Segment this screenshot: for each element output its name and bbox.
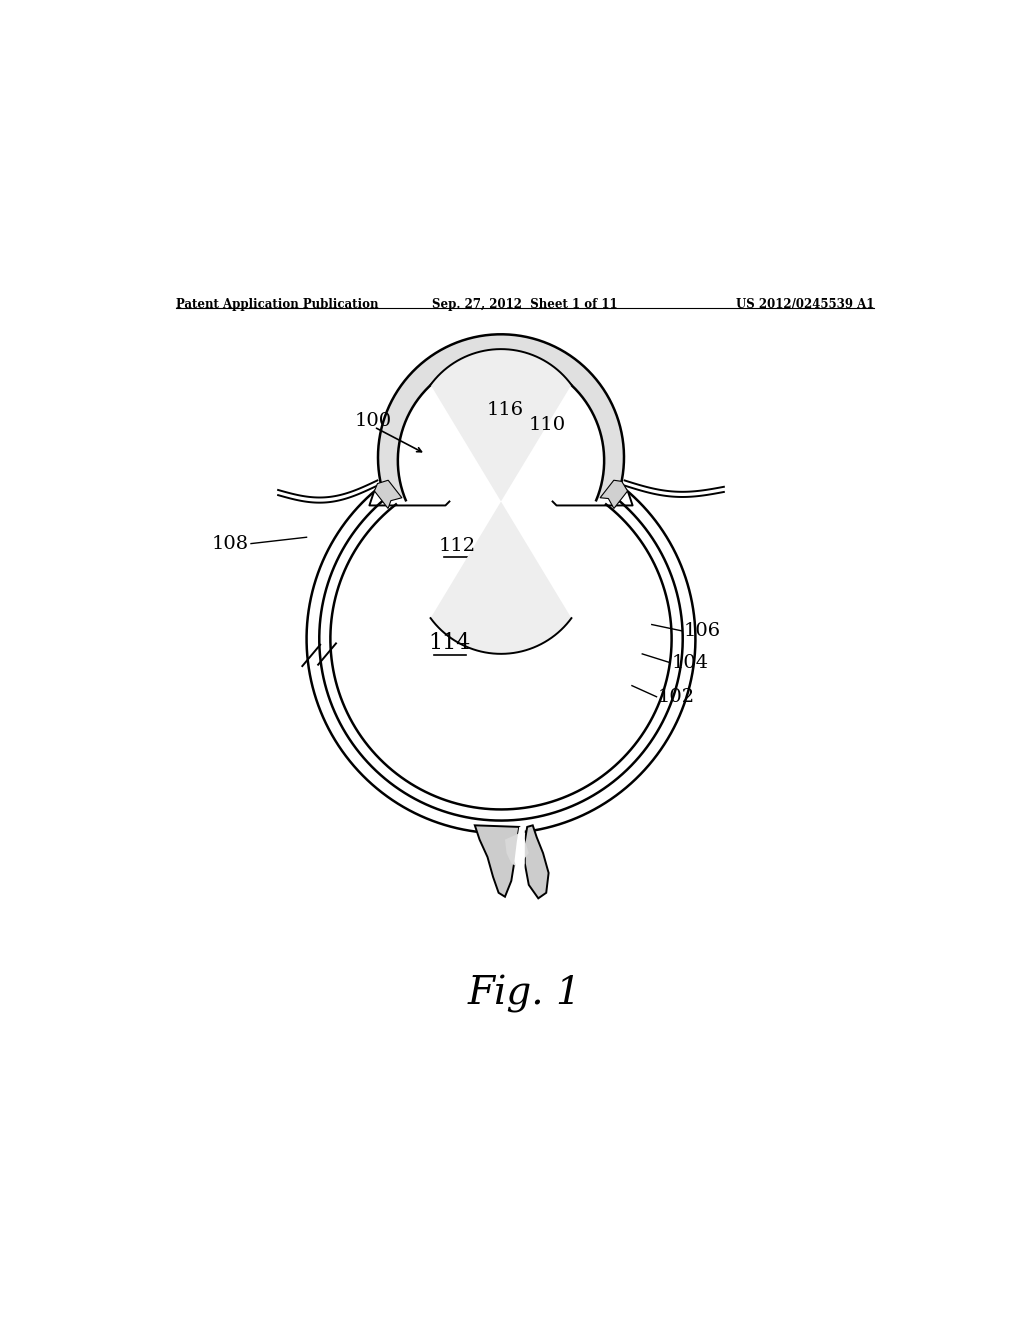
Text: 114: 114: [428, 632, 471, 653]
Polygon shape: [475, 825, 519, 896]
Text: Fig. 1: Fig. 1: [468, 974, 582, 1012]
Text: Sep. 27, 2012  Sheet 1 of 11: Sep. 27, 2012 Sheet 1 of 11: [432, 298, 617, 312]
Polygon shape: [375, 480, 401, 508]
Text: 102: 102: [658, 688, 695, 706]
Text: 110: 110: [528, 416, 566, 433]
Text: 104: 104: [672, 653, 709, 672]
Polygon shape: [505, 833, 528, 867]
Polygon shape: [378, 334, 624, 500]
Text: 106: 106: [684, 622, 721, 640]
Text: 108: 108: [212, 535, 249, 553]
Polygon shape: [514, 826, 524, 880]
Polygon shape: [430, 348, 571, 653]
Text: 112: 112: [438, 537, 476, 554]
Polygon shape: [524, 825, 549, 899]
Text: 116: 116: [486, 401, 524, 420]
Polygon shape: [600, 480, 628, 508]
Text: Patent Application Publication: Patent Application Publication: [176, 298, 378, 312]
Text: US 2012/0245539 A1: US 2012/0245539 A1: [735, 298, 873, 312]
Text: 100: 100: [354, 412, 391, 429]
